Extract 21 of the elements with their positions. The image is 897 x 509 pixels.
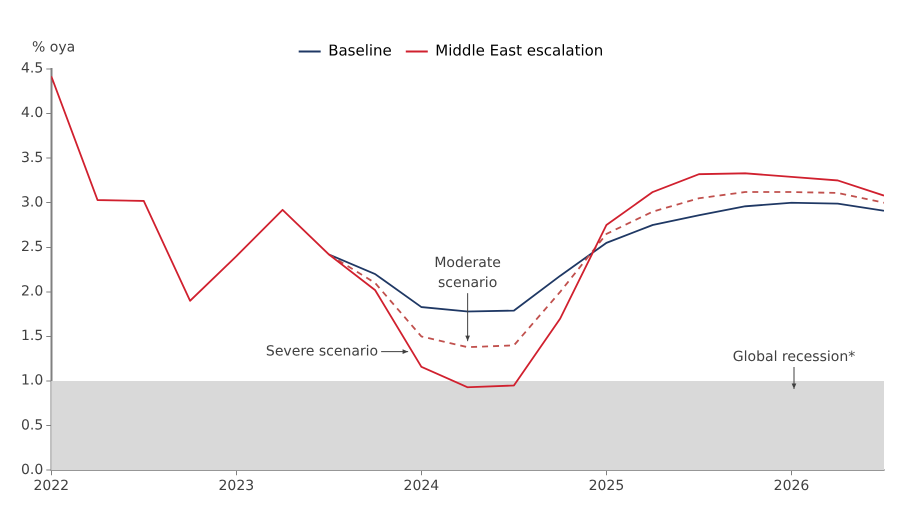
legend-label: Baseline (328, 41, 392, 60)
y-tick-label: 0.0 (21, 462, 44, 478)
x-tick-label: 2024 (404, 478, 440, 494)
y-tick-label: 1.0 (21, 372, 44, 389)
band-label: Global recession* (732, 349, 856, 366)
annotation: Severe scenario (266, 343, 378, 360)
x-tick-label: 2026 (774, 478, 810, 494)
x-tick-label: 2022 (33, 478, 70, 494)
x-tick-label: 2023 (218, 478, 254, 494)
y-axis-title: % oya (32, 40, 76, 56)
legend-label: Middle East escalation (435, 41, 604, 60)
y-tick-label: 3.5 (21, 150, 44, 166)
x-tick-label: 2025 (588, 478, 624, 494)
y-tick-label: 4.0 (21, 105, 44, 122)
y-tick-label: 2.5 (21, 238, 44, 255)
y-tick-label: 2.0 (21, 284, 44, 300)
y-tick-label: 3.0 (21, 194, 44, 210)
y-tick-label: 1.5 (21, 328, 44, 344)
y-tick-label: 0.5 (21, 417, 44, 434)
annotation: Moderate scenario (434, 255, 501, 292)
y-tick-label: 4.5 (21, 60, 44, 77)
